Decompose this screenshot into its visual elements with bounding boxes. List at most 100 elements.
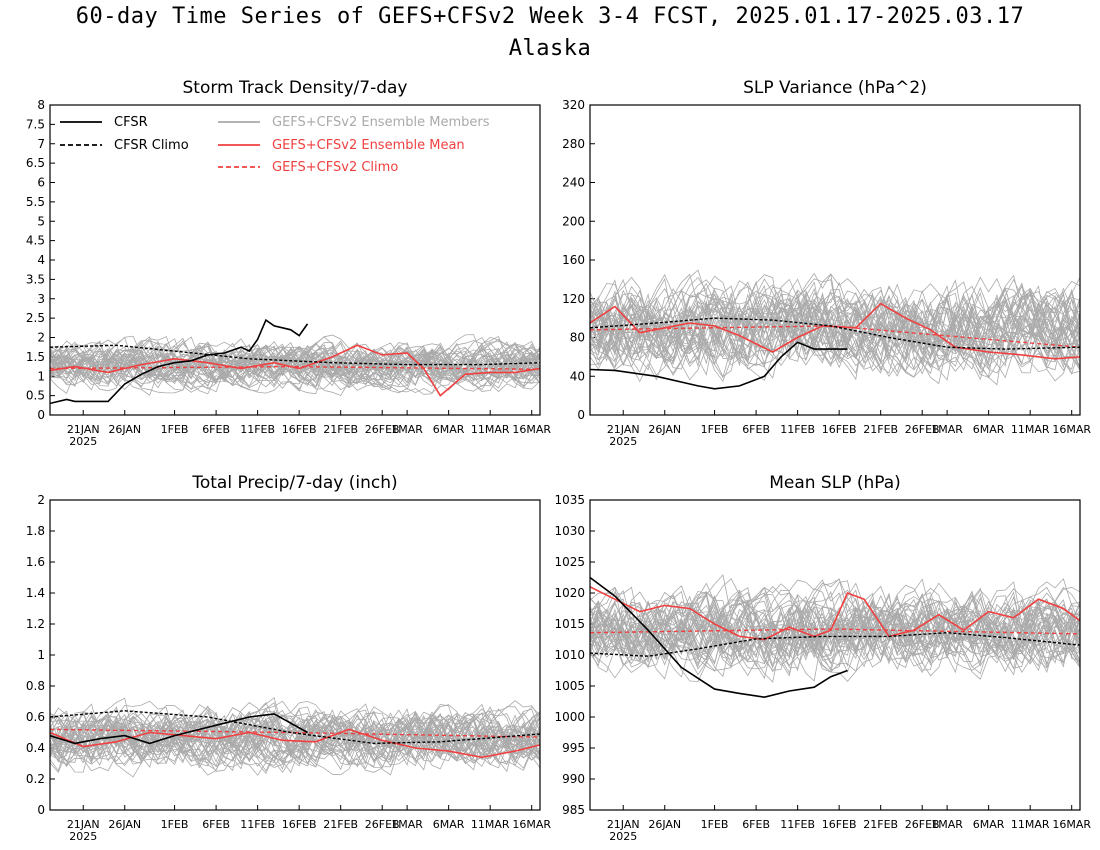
cfsr-line [50,713,308,745]
y-tick-label: 1035 [554,493,585,507]
x-tick-label: 6MAR [973,818,1005,831]
series-group [50,318,540,405]
y-tick-label: 0 [577,408,585,422]
figure-title: 60-day Time Series of GEFS+CFSv2 Week 3-… [75,4,1025,29]
ensemble-member-line [590,285,1080,365]
ensemble-member-line [50,338,540,394]
y-tick-label: 5.5 [26,195,45,209]
series-group [50,710,540,759]
x-tick-label: 1FEB [701,423,729,436]
y-tick-label: 1.2 [26,617,45,631]
y-tick-label: 0.4 [26,741,45,755]
ensemble-member-line [50,710,540,771]
ensemble-member-line [50,700,540,776]
legend-label: GEFS+CFSv2 Ensemble Members [272,115,490,130]
plot-frame [49,104,541,416]
x-tick-label: 16MAR [1052,423,1091,436]
cfsr-climo-line [50,710,540,745]
y-tick-label: 1025 [554,555,585,569]
x-tick-label: 11MAR [471,818,510,831]
plot-frame [589,499,1081,811]
cfsr-climo-line [590,317,1080,350]
x-tick-label: 6MAR [973,423,1005,436]
cfsr-line [590,576,848,699]
y-tick-label: 1030 [554,524,585,538]
ensemble-member-line [50,342,540,387]
y-tick-label: 40 [570,369,585,383]
y-tick-label: 160 [562,253,585,267]
ensemble-member-line [590,289,1080,371]
legend: CFSR CFSR Climo GEFS+CFSv2 Ensemble Member… [60,115,490,175]
x-tick-label: 1FEB [701,818,729,831]
x-tick-label: 11FEB [780,423,815,436]
x-tick-label: 21JAN [607,423,640,436]
ensemble-member-line [50,710,540,768]
y-tick-label: 6 [37,176,45,190]
y-tick-label: 6.5 [26,156,45,170]
y-tick-label: 1.4 [26,586,45,600]
y-tick-label: 5 [37,214,45,228]
ensemble-member-line [590,589,1080,669]
x-tick-label: 16MAR [512,818,551,831]
y-tick-label: 8 [37,98,45,112]
y-tick-label: 7 [37,137,45,151]
x-tick-label: 11FEB [780,818,815,831]
ensemble-member-line [50,346,540,384]
ensemble-member-line [50,335,540,389]
x-tick-label: 11FEB [240,423,275,436]
y-tick-label: 3 [37,292,45,306]
legend-label: CFSR [114,115,148,130]
ensemble-member-line [50,342,540,388]
cfsr-climo-line [590,631,1080,657]
x-tick-label: 26FEB [905,818,940,831]
x-tick-label: 26JAN [648,423,681,436]
panel-title: Total Precip/7-day (inch) [191,473,397,493]
x-year-label: 2025 [69,435,97,448]
y-tick-label: 0.5 [26,389,45,403]
x-tick-label: 1MAR [391,423,423,436]
x-tick-label: 6FEB [742,423,770,436]
x-tick-label: 6FEB [202,818,230,831]
ensemble-member-line [590,274,1080,374]
y-tick-label: 240 [562,176,585,190]
ensemble-member-line [590,580,1080,673]
x-tick-label: 11FEB [240,818,275,831]
cfsr-climo-line [50,344,540,366]
x-tick-label: 21FEB [863,423,898,436]
chart-panel: Mean SLP (hPa) 985 990 995 1000 1005 1010 1015 1… [554,473,1091,843]
x-tick-label: 21FEB [323,818,358,831]
ensemble-member-line [50,708,540,761]
y-tick-label: 120 [562,292,585,306]
ensemble-mean-line [50,344,540,397]
y-tick-label: 1.6 [26,555,45,569]
ensemble-member-line [590,278,1080,368]
ensemble-mean-line [590,302,1080,360]
x-tick-label: 11MAR [1011,423,1050,436]
x-tick-label: 26FEB [365,423,400,436]
ensemble-member-line [590,286,1080,374]
ensemble-member-line [50,712,540,768]
x-tick-label: 21JAN [67,818,100,831]
x-tick-label: 16MAR [512,423,551,436]
panel-title: Storm Track Density/7-day [183,78,408,98]
panel-title: Mean SLP (hPa) [769,473,901,493]
x-tick-label: 16FEB [282,423,317,436]
series-group [590,302,1080,390]
chart-panel: Storm Track Density/7-day 0 0.5 1 1.5 2 2.5 3 3.… [26,78,551,448]
y-tick-label: 0.2 [26,772,45,786]
ensemble-member-line [50,709,540,767]
x-tick-label: 21JAN [67,423,100,436]
y-tick-label: 1.5 [26,350,45,364]
ensemble-member-line [50,345,540,384]
legend-label: GEFS+CFSv2 Climo [272,160,398,175]
ensemble-member-line [590,596,1080,668]
x-tick-label: 21FEB [863,818,898,831]
x-tick-label: 6FEB [202,423,230,436]
y-tick-label: 4 [37,253,45,267]
y-tick-label: 200 [562,214,585,228]
chart-panel: SLP Variance (hPa^2) 0 40 80 120 160 200 240 280… [562,78,1091,448]
y-tick-label: 1 [37,369,45,383]
y-tick-label: 0 [37,803,45,817]
y-tick-label: 2 [37,493,45,507]
ensemble-members [590,269,1080,386]
